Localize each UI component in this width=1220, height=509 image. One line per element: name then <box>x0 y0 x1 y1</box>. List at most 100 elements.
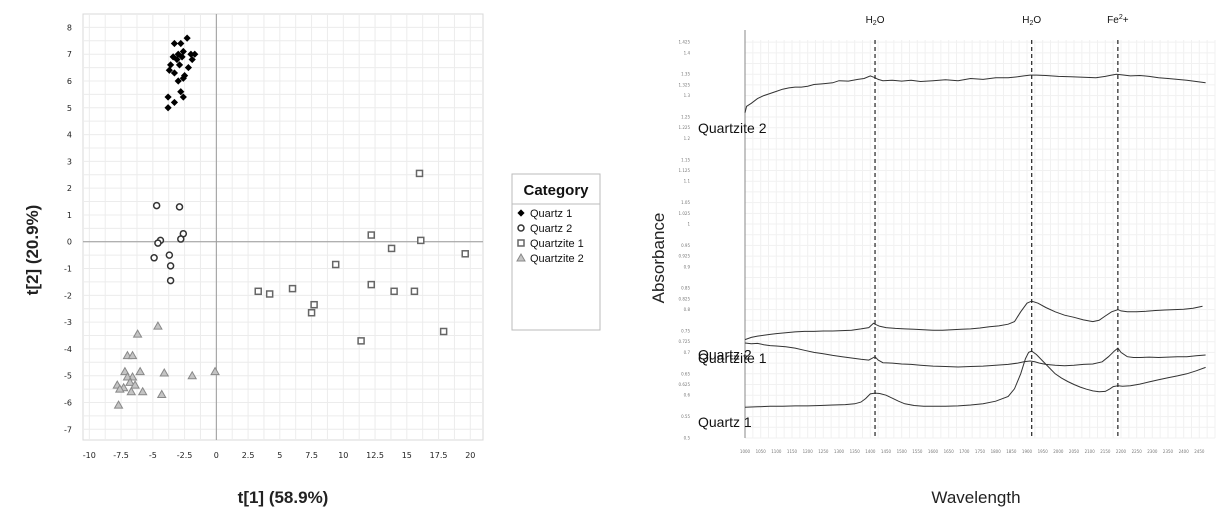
scatter-point <box>159 368 170 377</box>
legend-items: Quartz 1 Quartz 2 Quartzite 1 Quartzite 2 <box>516 208 584 265</box>
scatter-y-tick-label: -7 <box>64 425 72 434</box>
spectra-y-tick-label: 0.95 <box>681 243 690 248</box>
spectra-x-axis-title: Wavelength <box>931 488 1020 507</box>
scatter-point <box>307 308 316 317</box>
scatter-point <box>387 244 396 253</box>
scatter-point <box>153 321 163 330</box>
band-annotation-label: H2O <box>1022 15 1041 27</box>
spectrum-series-label: Quartzite 1 <box>698 350 767 366</box>
scatter-x-tick-label: 17.5 <box>430 451 448 460</box>
spectra-x-tick-label: 1750 <box>975 449 986 454</box>
spectra-y-tick-label: 0.725 <box>679 339 691 344</box>
spectra-x-tick-labels: 1000 1050 1100 1150 1200 1250 1300 1350 1400 1450… <box>740 449 1205 454</box>
spectra-x-tick-label: 1150 <box>787 449 798 454</box>
spectra-x-tick-label: 2450 <box>1194 449 1205 454</box>
scatter-y-tick-label: -1 <box>64 265 72 274</box>
spectra-x-tick-label: 2200 <box>1116 449 1127 454</box>
spectra-y-tick-label: 1.15 <box>681 157 690 162</box>
spectra-gridlines <box>744 40 1216 439</box>
scatter-x-axis-title: t[1] (58.9%) <box>238 488 329 507</box>
scatter-point <box>177 39 185 48</box>
scatter-x-tick-labels: -10 -7.5 -5 -2.5 0 2.5 5 7.5 10 12.5 15 17.5 20 <box>83 451 476 460</box>
spectra-x-tick-label: 1650 <box>944 449 955 454</box>
spectra-y-tick-label: 1.25 <box>681 115 690 120</box>
spectra-x-tick-label: 2250 <box>1132 449 1143 454</box>
spectra-y-tick-label: 0.55 <box>681 414 690 419</box>
scatter-point <box>175 61 184 69</box>
scatter-point <box>164 93 172 101</box>
spectrum-line <box>744 300 1203 341</box>
scatter-y-tick-label: 6 <box>67 77 72 86</box>
scatter-x-tick-label: -2.5 <box>177 451 193 460</box>
spectra-y-tick-label: 0.825 <box>679 296 691 301</box>
spectrum-series-label: Quartzite 2 <box>698 120 767 136</box>
spectra-x-tick-label: 1600 <box>928 449 939 454</box>
scatter-point <box>191 50 199 58</box>
legend-marker <box>517 209 525 217</box>
scatter-point <box>165 66 173 74</box>
scatter-point <box>154 239 162 247</box>
scatter-point <box>265 290 274 298</box>
spectra-y-tick-labels: 0.5 0.55 0.6 0.625 0.65 0.7 0.725 0.75 0.8 0.825 0… <box>679 40 691 441</box>
legend-marker <box>517 239 525 247</box>
scatter-point <box>150 254 158 262</box>
scatter-point <box>461 250 469 258</box>
spectra-x-tick-label: 2100 <box>1085 449 1096 454</box>
spectra-x-tick-label: 1700 <box>959 449 970 454</box>
scatter-y-tick-label: 2 <box>67 184 72 193</box>
scatter-point <box>164 104 172 112</box>
spectra-x-tick-label: 1800 <box>991 449 1002 454</box>
scatter-y-tick-label: -2 <box>64 291 72 300</box>
scatter-point <box>167 61 175 69</box>
scatter-point <box>417 236 425 245</box>
spectra-x-tick-label: 1500 <box>897 449 908 454</box>
scatter-x-tick-label: -10 <box>83 451 96 460</box>
spectra-x-tick-label: 1050 <box>756 449 767 454</box>
spectra-y-tick-label: 1.125 <box>679 168 691 173</box>
spectra-x-tick-label: 1100 <box>771 449 782 454</box>
scatter-x-tick-label: 5 <box>277 451 282 460</box>
spectra-band-annotations: H2O H2O Fe2+ <box>866 14 1129 438</box>
scatter-point <box>152 201 161 210</box>
spectra-lines <box>744 73 1206 408</box>
scatter-point <box>357 337 365 345</box>
spectra-y-tick-label: 1.225 <box>679 125 691 130</box>
scatter-x-tick-label: -7.5 <box>113 451 129 460</box>
spectra-x-tick-label: 1900 <box>1022 449 1033 454</box>
scatter-point <box>390 287 398 296</box>
scatter-point <box>113 400 124 409</box>
scatter-plot-frame <box>82 13 484 441</box>
scatter-point <box>288 284 297 293</box>
legend-marker <box>517 224 525 232</box>
scatter-point <box>135 366 146 376</box>
band-annotation-label: H2O <box>866 15 885 27</box>
scatter-y-tick-label: 7 <box>67 50 72 59</box>
scatter-point <box>331 260 340 269</box>
scatter-point <box>175 203 184 211</box>
spectrum-line <box>744 350 1206 408</box>
scatter-point <box>179 93 187 101</box>
spectrum-line <box>744 342 1206 368</box>
scatter-point <box>137 386 148 396</box>
spectra-y-tick-label: 0.7 <box>684 350 691 355</box>
scatter-x-tick-label: 7.5 <box>305 451 318 460</box>
scatter-y-tick-label: -3 <box>64 318 72 327</box>
spectra-y-tick-label: 0.5 <box>684 436 691 441</box>
spectra-y-tick-label: 1.025 <box>679 211 691 216</box>
scatter-point <box>439 327 448 336</box>
spectra-x-tick-label: 2150 <box>1100 449 1111 454</box>
scatter-y-tick-label: 3 <box>67 157 72 166</box>
scatter-point <box>126 386 137 396</box>
spectrum-line <box>744 73 1206 113</box>
scatter-point <box>254 287 262 296</box>
scatter-point <box>166 262 175 270</box>
scatter-point <box>415 169 424 178</box>
spectra-y-tick-label: 0.9 <box>684 264 691 269</box>
scatter-x-tick-label: 2.5 <box>242 451 255 460</box>
spectra-x-tick-label: 2350 <box>1163 449 1174 454</box>
scatter-y-tick-label: -4 <box>64 345 72 354</box>
scatter-point <box>130 380 140 389</box>
scatter-point <box>179 74 187 82</box>
